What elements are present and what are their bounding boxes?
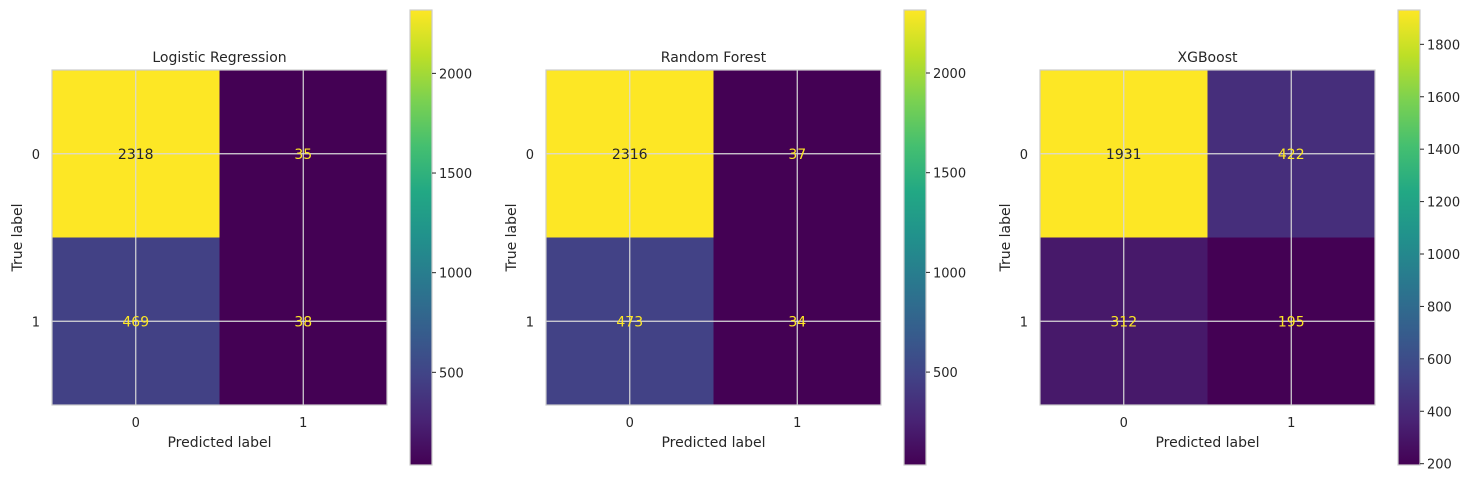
x-axis-label: Predicted label [661, 435, 765, 451]
colorbar-tick-label: 1000 [1427, 248, 1460, 263]
x-tick-label: 0 [132, 416, 140, 431]
cell-value-1-0: 312 [1110, 314, 1137, 330]
colorbar-tick-label: 400 [1427, 405, 1452, 420]
colorbar-tick-label: 500 [439, 366, 464, 381]
plot-frame [545, 69, 882, 406]
cell-value-1-0: 473 [616, 314, 643, 330]
colorbar-tick-label: 1500 [933, 167, 966, 182]
y-tick-label: 0 [1020, 148, 1028, 163]
colorbar-tick-label: 1000 [439, 267, 472, 282]
colorbar-tick-label: 1800 [1427, 38, 1460, 53]
cell-value-1-1: 195 [1278, 314, 1305, 330]
x-tick-label: 1 [299, 416, 307, 431]
colorbar [409, 9, 433, 466]
x-axis-label: Predicted label [1155, 435, 1259, 451]
y-axis-label: True label [504, 203, 520, 272]
x-tick-label: 1 [1287, 416, 1295, 431]
colorbar-tick-label: 1000 [933, 266, 966, 281]
confusion-matrix-panel-1: 2316 37 473 34 Random Forest 0 1 0 1 Predicted la… [504, 9, 966, 466]
y-tick-label: 0 [526, 148, 534, 163]
colorbar-tick-label: 2000 [439, 67, 472, 82]
confusion-matrix-panel-2: 1931 422 312 195 XGBoost 0 1 0 1 Predicted label T… [998, 9, 1460, 473]
y-axis-label: True label [998, 203, 1014, 272]
confusion-matrix-panel-0: 2318 35 469 38 Logistic Regression 0 1 0 1 Predic… [10, 9, 472, 466]
chart-title: XGBoost [1178, 50, 1238, 66]
colorbar-tick-label: 1400 [1427, 143, 1460, 158]
chart-title: Random Forest [661, 50, 767, 66]
colorbar-tick-label: 1500 [439, 167, 472, 182]
y-tick-label: 0 [32, 148, 40, 163]
colorbar-tick-label: 500 [933, 366, 958, 381]
chart-title: Logistic Regression [152, 50, 286, 66]
y-tick-label: 1 [526, 315, 534, 330]
colorbar-tick-label: 800 [1427, 300, 1452, 315]
x-tick-label: 1 [793, 416, 801, 431]
colorbar-tick-label: 2000 [933, 67, 966, 82]
cell-value-0-0: 2318 [118, 147, 154, 163]
plot-frame [1039, 69, 1376, 406]
colorbar [903, 9, 927, 466]
cell-value-1-1: 38 [294, 314, 312, 330]
y-tick-label: 1 [32, 315, 40, 330]
cell-value-0-1: 422 [1278, 147, 1305, 163]
x-tick-label: 0 [1120, 416, 1128, 431]
colorbar [1397, 9, 1421, 466]
x-tick-label: 0 [626, 416, 634, 431]
cell-value-0-0: 2316 [612, 147, 648, 163]
colorbar-tick-label: 1200 [1427, 196, 1460, 211]
plot-frame [51, 69, 388, 406]
colorbar-tick-label: 600 [1427, 353, 1452, 368]
colorbar-tick-label: 200 [1427, 458, 1452, 473]
x-axis-label: Predicted label [167, 435, 271, 451]
y-axis-label: True label [10, 203, 26, 272]
y-tick-label: 1 [1020, 315, 1028, 330]
cell-value-0-1: 35 [294, 147, 312, 163]
cell-value-1-1: 34 [788, 314, 806, 330]
cell-value-0-0: 1931 [1106, 147, 1142, 163]
cell-value-0-1: 37 [788, 147, 806, 163]
colorbar-tick-label: 1600 [1427, 91, 1460, 106]
cell-value-1-0: 469 [122, 314, 149, 330]
